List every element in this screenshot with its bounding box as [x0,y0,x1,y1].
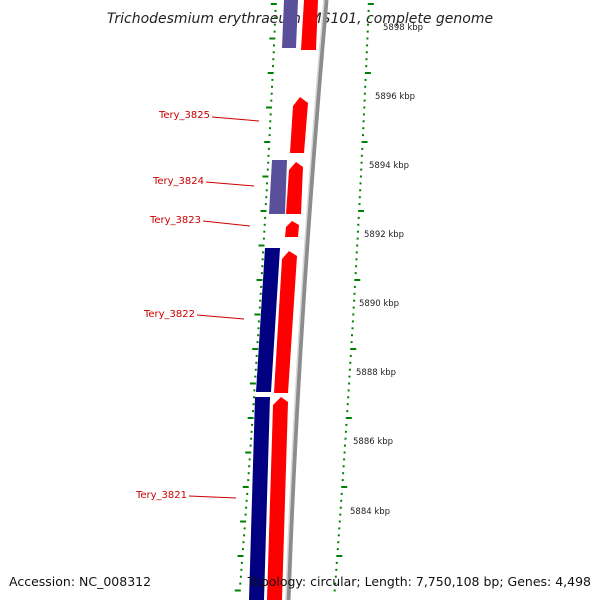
gene-arrow-tery-3822 [274,251,297,393]
gene-leader-line [211,116,260,122]
gene-leader-line [205,181,255,187]
reverse-gene-block [282,0,298,48]
genome-backbone [285,0,329,600]
genome-summary-text: Topology: circular; Length: 7,750,108 bp… [247,574,591,589]
genome-backbone-highlight [285,0,325,600]
reverse-gene-block [249,397,270,600]
gene-arrow-tery-3821 [267,397,288,600]
gene-leader-line [188,495,237,499]
reverse-gene-block [269,160,287,214]
forward-gene-block [301,0,318,50]
scale-label: 5892 kbp [364,230,404,240]
gene-arrow-tery-3825 [290,97,308,153]
scale-label: 5888 kbp [356,368,396,378]
gene-arrow-tery-3824 [286,162,303,214]
inner-tick-ring [234,3,277,592]
gene-label-tery-3823[interactable]: Tery_3823 [149,215,201,226]
scale-labels: 5898 kbp 5896 kbp 5894 kbp 5892 kbp 5890… [350,23,423,517]
scale-label: 5894 kbp [369,161,409,171]
reverse-gene-block [256,248,280,392]
scale-label: 5886 kbp [353,437,393,447]
gene-label-tery-3821[interactable]: Tery_3821 [135,490,187,501]
gene-leader-line [196,314,245,320]
accession-text: Accession: NC_008312 [9,574,151,589]
gene-leader-line [202,220,251,227]
scale-label: 5898 kbp [383,23,423,33]
gene-label-tery-3825[interactable]: Tery_3825 [158,110,210,121]
gene-label-tery-3824[interactable]: Tery_3824 [152,176,204,187]
map-title: Trichodesmium erythraeum IMS101, complet… [107,11,493,27]
gene-label-tery-3822[interactable]: Tery_3822 [143,309,195,320]
scale-label: 5896 kbp [375,92,415,102]
gene-arrow-tery-3823 [285,221,299,237]
scale-label: 5890 kbp [359,299,399,309]
scale-label: 5884 kbp [350,507,390,517]
outer-tick-ring [333,3,374,592]
